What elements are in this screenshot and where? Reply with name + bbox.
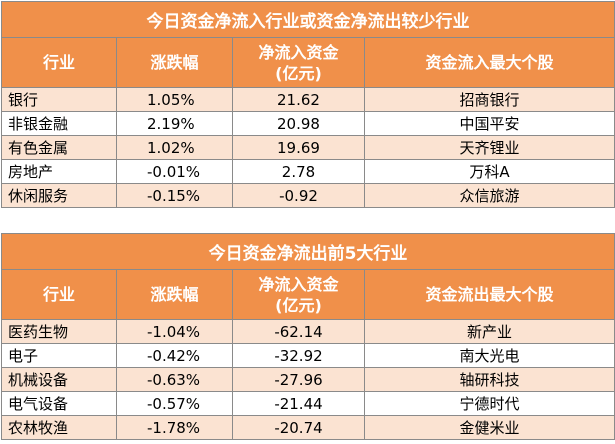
change-cell: -0.01% [116, 159, 233, 184]
change-cell: -0.15% [116, 183, 233, 208]
industry-cell: 电气设备 [1, 391, 117, 416]
outflow-table-title: 今日资金净流出前5大行业 [0, 233, 615, 270]
header-industry: 行业 [1, 269, 117, 320]
net-inflow-cell: -0.92 [232, 183, 365, 208]
industry-cell: 休闲服务 [1, 183, 117, 208]
header-net-inflow: 净流入资金 (亿元) [232, 269, 365, 320]
net-inflow-cell: -62.14 [232, 319, 365, 344]
table-separator [0, 216, 615, 233]
table-row: 电子 -0.42% -32.92 南大光电 [1, 343, 615, 368]
inflow-table: 今日资金净流入行业或资金净流出较少行业 行业 涨跌幅 净流入资金 (亿元) 资金… [1, 1, 615, 208]
industry-cell: 非银金融 [1, 111, 117, 136]
industry-cell: 电子 [1, 343, 117, 368]
top-stock-cell: 中国平安 [364, 111, 615, 136]
net-inflow-cell: 19.69 [232, 135, 365, 160]
inflow-table-body: 银行 1.05% 21.62 招商银行 非银金融 2.19% 20.98 中国平安 有色金属 1.… [1, 87, 615, 208]
table-row: 房地产 -0.01% 2.78 万科A [1, 159, 615, 184]
change-cell: -0.63% [116, 367, 233, 392]
top-stock-cell: 轴研科技 [363, 367, 615, 392]
change-cell: -0.57% [116, 391, 233, 416]
table-row: 休闲服务 -0.15% -0.92 众信旅游 [1, 183, 615, 208]
industry-cell: 银行 [1, 87, 117, 112]
table-row: 机械设备 -0.63% -27.96 轴研科技 [1, 367, 615, 392]
net-inflow-cell: 21.62 [232, 87, 365, 112]
header-change: 涨跌幅 [116, 269, 233, 320]
industry-cell: 医药生物 [1, 319, 117, 344]
change-cell: 1.02% [116, 135, 233, 160]
net-inflow-cell: 20.98 [232, 111, 365, 136]
outflow-table-body: 医药生物 -1.04% -62.14 新产业 电子 -0.42% -32.92 南大光电 机械设… [1, 319, 615, 440]
top-stock-cell: 万科A [364, 159, 615, 184]
industry-cell: 房地产 [1, 159, 117, 184]
industry-cell: 农林牧渔 [1, 415, 117, 440]
net-inflow-cell: 2.78 [232, 159, 365, 184]
change-cell: 1.05% [116, 87, 233, 112]
change-cell: -1.04% [116, 319, 233, 344]
header-change: 涨跌幅 [116, 37, 233, 88]
top-stock-cell: 众信旅游 [364, 183, 615, 208]
industry-cell: 机械设备 [1, 367, 117, 392]
table-row: 有色金属 1.02% 19.69 天齐锂业 [1, 135, 615, 160]
header-net-inflow: 净流入资金 (亿元) [232, 37, 365, 88]
table-row: 电气设备 -0.57% -21.44 宁德时代 [1, 391, 615, 416]
industry-cell: 有色金属 [1, 135, 117, 160]
change-cell: 2.19% [116, 111, 233, 136]
net-inflow-cell: -32.92 [232, 343, 365, 368]
table-row: 农林牧渔 -1.78% -20.74 金健米业 [1, 415, 615, 440]
table-row: 银行 1.05% 21.62 招商银行 [1, 87, 615, 112]
change-cell: -0.42% [116, 343, 233, 368]
top-stock-cell: 宁德时代 [363, 391, 615, 416]
table-row: 非银金融 2.19% 20.98 中国平安 [1, 111, 615, 136]
top-stock-cell: 金健米业 [363, 415, 615, 440]
table-row: 医药生物 -1.04% -62.14 新产业 [1, 319, 615, 344]
top-stock-cell: 新产业 [363, 319, 615, 344]
top-stock-cell: 招商银行 [364, 87, 615, 112]
net-inflow-cell: -20.74 [232, 415, 365, 440]
net-inflow-cell: -21.44 [232, 391, 365, 416]
inflow-table-title: 今日资金净流入行业或资金净流出较少行业 [1, 1, 615, 38]
net-inflow-cell: -27.96 [232, 367, 365, 392]
change-cell: -1.78% [116, 415, 233, 440]
header-industry: 行业 [1, 37, 117, 88]
top-stock-cell: 南大光电 [363, 343, 615, 368]
header-top-inflow-stock: 资金流入最大个股 [364, 37, 615, 88]
header-top-outflow-stock: 资金流出最大个股 [363, 269, 615, 320]
outflow-table: 今日资金净流出前5大行业 行业 涨跌幅 净流入资金 (亿元) 资金流出最大个股 … [0, 233, 615, 440]
top-stock-cell: 天齐锂业 [364, 135, 615, 160]
